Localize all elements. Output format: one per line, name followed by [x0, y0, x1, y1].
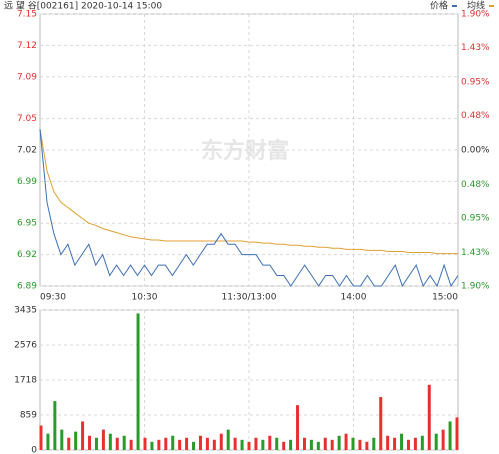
volume-bar — [427, 384, 431, 450]
y-tick-label: 7.09 — [17, 72, 37, 82]
y-tick-label: 6.89 — [17, 282, 37, 292]
y-tick-label: 1718 — [14, 375, 37, 385]
y2-tick-label: 0.00% — [461, 146, 490, 156]
y-tick-label: 3435 — [14, 306, 37, 316]
volume-bar — [275, 437, 279, 450]
volume-bar — [108, 433, 112, 450]
legend-swatch — [451, 5, 457, 7]
volume-bar — [448, 421, 452, 450]
chart-title: 远 望 谷[002161] 2020-10-14 15:00 — [4, 0, 162, 12]
y-tick-label: 2576 — [14, 341, 37, 351]
volume-bar — [344, 433, 348, 450]
volume-bar — [365, 441, 369, 450]
volume-bar — [406, 439, 410, 450]
y-tick-label: 7.02 — [17, 146, 37, 156]
volume-bar — [261, 439, 265, 450]
legend-label: 均线 — [467, 0, 485, 12]
volume-bar — [420, 435, 424, 450]
volume-bar — [205, 437, 209, 450]
volume-bar — [233, 437, 237, 450]
volume-bar — [296, 405, 300, 450]
legend-label: 价格 — [430, 0, 448, 12]
x-tick-label: 09:30 — [40, 293, 66, 303]
volume-bar — [441, 429, 445, 450]
volume-bar — [67, 437, 71, 450]
volume-bar — [171, 435, 175, 450]
volume-bar — [302, 437, 306, 450]
volume-bar — [88, 435, 92, 450]
legend-swatch — [489, 5, 494, 7]
volume-bar — [226, 429, 230, 450]
x-tick-label: 14:00 — [341, 293, 367, 303]
volume-bar — [136, 313, 140, 450]
volume-bar — [81, 421, 85, 450]
y2-tick-label: 0.95% — [461, 214, 490, 224]
y2-tick-label: 0.48% — [461, 180, 490, 190]
price-line — [39, 129, 458, 255]
y-tick-label: 7.15 — [17, 10, 37, 20]
volume-bar — [219, 433, 223, 450]
volume-bar — [282, 441, 286, 450]
y-tick-label: 0 — [31, 446, 37, 454]
volume-bar — [379, 397, 383, 450]
volume-bar — [289, 439, 293, 450]
volume-bar — [372, 437, 376, 450]
volume-bar — [455, 417, 459, 450]
y-tick-label: 6.95 — [17, 219, 37, 229]
y-tick-label: 7.12 — [17, 41, 37, 51]
volume-bar — [400, 433, 404, 450]
y2-tick-label: 0.95% — [461, 78, 490, 88]
volume-bar — [157, 439, 161, 450]
volume-bar — [309, 439, 313, 450]
volume-bar — [60, 429, 64, 450]
volume-bar — [351, 437, 355, 450]
y2-tick-label: 1.90% — [461, 10, 490, 20]
volume-bar — [413, 437, 417, 450]
volume-bar — [178, 439, 182, 450]
volume-bar — [185, 437, 189, 450]
volume-bar — [386, 435, 390, 450]
volume-bar — [358, 439, 362, 450]
volume-bar — [198, 435, 202, 450]
volume-bar — [94, 437, 98, 450]
volume-bar — [115, 437, 119, 450]
y-tick-label: 6.92 — [17, 250, 37, 260]
volume-bar — [254, 437, 258, 450]
volume-bar — [434, 433, 438, 450]
x-tick-label: 11:30/13:00 — [222, 293, 277, 303]
volume-bar — [143, 437, 147, 450]
x-tick-label: 15:00 — [432, 293, 458, 303]
price-line — [39, 129, 459, 288]
y2-tick-label: 1.43% — [461, 248, 490, 258]
y2-tick-label: 0.48% — [461, 111, 490, 121]
volume-bar — [122, 435, 126, 450]
volume-bar — [240, 439, 244, 450]
volume-bar — [212, 439, 216, 450]
y-tick-label: 6.99 — [17, 177, 37, 187]
volume-bar — [268, 435, 272, 450]
volume-bar — [129, 439, 133, 450]
volume-bar — [74, 431, 78, 450]
volume-bar — [101, 429, 105, 450]
y2-tick-label: 1.90% — [461, 282, 490, 292]
volume-bar — [337, 435, 341, 450]
volume-bar — [247, 441, 251, 450]
volume-bar — [393, 437, 397, 450]
volume-bar — [164, 437, 168, 450]
volume-bar — [323, 437, 327, 450]
y-tick-label: 7.05 — [17, 114, 37, 124]
y-tick-label: 859 — [20, 410, 37, 420]
volume-bar — [53, 401, 57, 450]
x-tick-label: 10:30 — [132, 293, 158, 303]
volume-bar — [150, 441, 154, 450]
volume-bar — [39, 425, 43, 450]
y2-tick-label: 1.43% — [461, 43, 490, 53]
volume-bar — [330, 439, 334, 450]
volume-bar — [192, 441, 196, 450]
volume-bar — [316, 441, 320, 450]
watermark: 东方财富 — [201, 138, 289, 164]
volume-bar — [46, 433, 50, 450]
